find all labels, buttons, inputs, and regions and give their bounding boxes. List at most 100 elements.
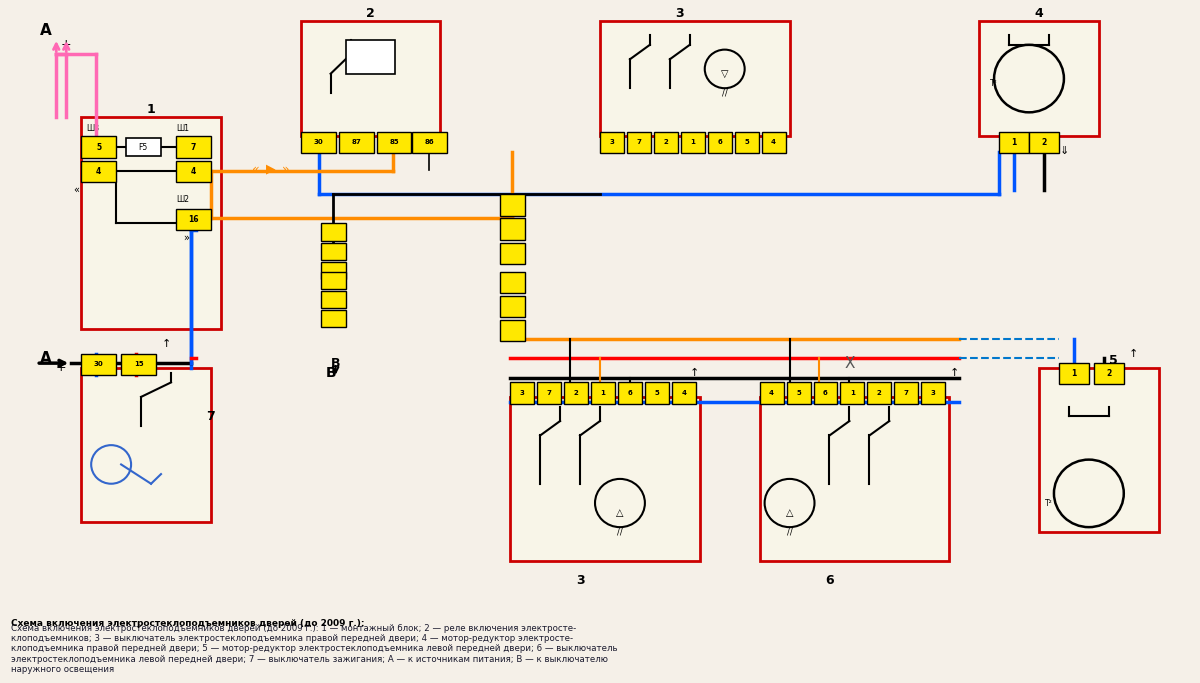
FancyBboxPatch shape bbox=[82, 354, 116, 375]
Text: B: B bbox=[325, 366, 336, 380]
FancyBboxPatch shape bbox=[762, 132, 786, 153]
FancyBboxPatch shape bbox=[922, 382, 946, 404]
Text: 4: 4 bbox=[191, 167, 196, 176]
Text: Ш2: Ш2 bbox=[176, 195, 188, 204]
Text: 3: 3 bbox=[610, 139, 614, 145]
Text: 1: 1 bbox=[1012, 138, 1016, 147]
Text: ▽: ▽ bbox=[721, 69, 728, 79]
Text: 5: 5 bbox=[744, 139, 749, 145]
Text: 3: 3 bbox=[576, 574, 584, 587]
FancyBboxPatch shape bbox=[500, 320, 526, 341]
FancyBboxPatch shape bbox=[320, 223, 346, 240]
Text: ⇓: ⇓ bbox=[780, 146, 790, 156]
Text: 1: 1 bbox=[850, 390, 854, 396]
Text: 86: 86 bbox=[425, 139, 434, 145]
Text: 7: 7 bbox=[191, 143, 196, 152]
Text: 4: 4 bbox=[1034, 8, 1043, 20]
Text: 5: 5 bbox=[96, 143, 101, 152]
Text: T²: T² bbox=[1045, 499, 1052, 507]
Text: «: « bbox=[252, 163, 259, 176]
FancyBboxPatch shape bbox=[1000, 132, 1030, 153]
Text: △: △ bbox=[786, 507, 793, 518]
FancyBboxPatch shape bbox=[1039, 368, 1159, 532]
Text: A: A bbox=[41, 351, 52, 366]
FancyBboxPatch shape bbox=[680, 132, 704, 153]
Text: +: + bbox=[56, 361, 66, 374]
Text: «: « bbox=[73, 184, 79, 195]
FancyBboxPatch shape bbox=[121, 354, 156, 375]
Text: 85: 85 bbox=[389, 139, 398, 145]
FancyBboxPatch shape bbox=[320, 242, 346, 260]
FancyBboxPatch shape bbox=[1094, 363, 1123, 385]
FancyBboxPatch shape bbox=[708, 132, 732, 153]
Text: ↑: ↑ bbox=[1129, 348, 1139, 359]
FancyBboxPatch shape bbox=[644, 382, 668, 404]
FancyBboxPatch shape bbox=[301, 132, 336, 153]
FancyBboxPatch shape bbox=[82, 117, 221, 329]
Text: 6: 6 bbox=[718, 139, 722, 145]
Text: ⇓: ⇓ bbox=[1060, 146, 1069, 156]
FancyBboxPatch shape bbox=[600, 20, 790, 137]
FancyBboxPatch shape bbox=[500, 296, 526, 317]
Text: 3: 3 bbox=[931, 390, 936, 396]
Text: »: » bbox=[184, 233, 188, 242]
Text: 4: 4 bbox=[96, 167, 101, 176]
Text: F5: F5 bbox=[138, 143, 148, 152]
FancyBboxPatch shape bbox=[814, 382, 838, 404]
Text: ▶: ▶ bbox=[266, 163, 276, 176]
FancyBboxPatch shape bbox=[840, 382, 864, 404]
Text: //: // bbox=[787, 527, 792, 536]
FancyBboxPatch shape bbox=[500, 219, 526, 240]
Text: T²: T² bbox=[990, 79, 998, 88]
Text: 4: 4 bbox=[682, 390, 686, 396]
FancyBboxPatch shape bbox=[760, 397, 949, 561]
Text: 2: 2 bbox=[1042, 138, 1046, 147]
Text: A: A bbox=[41, 23, 52, 38]
Text: 87: 87 bbox=[352, 139, 361, 145]
FancyBboxPatch shape bbox=[564, 382, 588, 404]
FancyBboxPatch shape bbox=[126, 139, 161, 156]
FancyBboxPatch shape bbox=[618, 382, 642, 404]
Text: 1: 1 bbox=[146, 103, 156, 116]
FancyBboxPatch shape bbox=[538, 382, 562, 404]
Text: //: // bbox=[722, 89, 727, 98]
FancyBboxPatch shape bbox=[672, 382, 696, 404]
FancyBboxPatch shape bbox=[510, 397, 700, 561]
Text: 15: 15 bbox=[133, 361, 143, 367]
FancyBboxPatch shape bbox=[176, 161, 211, 182]
FancyBboxPatch shape bbox=[500, 195, 526, 216]
FancyBboxPatch shape bbox=[760, 382, 784, 404]
FancyBboxPatch shape bbox=[654, 132, 678, 153]
Text: 2: 2 bbox=[366, 8, 374, 20]
Text: »: » bbox=[282, 163, 289, 176]
Text: 6: 6 bbox=[823, 390, 828, 396]
FancyBboxPatch shape bbox=[320, 262, 346, 279]
Text: B: B bbox=[331, 357, 341, 370]
Text: 1: 1 bbox=[690, 139, 695, 145]
Text: //: // bbox=[617, 527, 623, 536]
FancyBboxPatch shape bbox=[626, 132, 650, 153]
FancyBboxPatch shape bbox=[320, 291, 346, 308]
FancyBboxPatch shape bbox=[1030, 132, 1058, 153]
Text: 16: 16 bbox=[188, 215, 199, 224]
Text: ⇓: ⇓ bbox=[431, 146, 440, 156]
FancyBboxPatch shape bbox=[868, 382, 892, 404]
FancyBboxPatch shape bbox=[82, 161, 116, 182]
FancyBboxPatch shape bbox=[979, 20, 1099, 137]
Text: 2: 2 bbox=[1106, 370, 1111, 378]
Text: 1: 1 bbox=[1072, 370, 1076, 378]
FancyBboxPatch shape bbox=[1058, 363, 1088, 385]
FancyBboxPatch shape bbox=[377, 132, 412, 153]
Text: 30: 30 bbox=[94, 361, 103, 367]
FancyBboxPatch shape bbox=[338, 132, 373, 153]
Text: 4: 4 bbox=[769, 390, 774, 396]
Text: 7: 7 bbox=[904, 390, 908, 396]
FancyBboxPatch shape bbox=[592, 382, 614, 404]
FancyBboxPatch shape bbox=[500, 242, 526, 264]
Text: 6: 6 bbox=[628, 390, 632, 396]
Text: △: △ bbox=[617, 507, 624, 518]
Text: 5: 5 bbox=[1110, 354, 1118, 367]
FancyBboxPatch shape bbox=[82, 137, 116, 158]
FancyBboxPatch shape bbox=[176, 137, 211, 158]
Text: ↑: ↑ bbox=[161, 339, 170, 349]
